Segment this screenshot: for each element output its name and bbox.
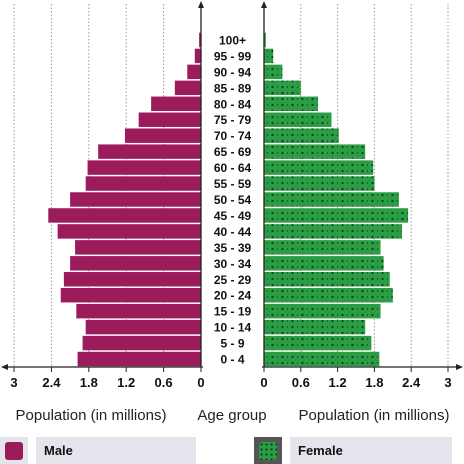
x-tick-label: 0.6 <box>292 375 310 390</box>
bar-male <box>174 80 201 96</box>
age-group-label: Age group <box>197 407 266 424</box>
bar-female <box>264 160 374 175</box>
bar-male <box>194 48 201 64</box>
age-group-tick-label: 45 - 49 <box>214 209 252 223</box>
x-tick-label: 1.8 <box>80 375 98 390</box>
x-tick-label: 1.8 <box>365 375 383 390</box>
bar-male <box>70 256 201 271</box>
bar-male <box>82 335 201 351</box>
age-group-tick-label: 75 - 79 <box>214 113 252 127</box>
bar-female <box>264 80 301 96</box>
bar-female <box>264 240 381 255</box>
bar-female <box>264 256 384 271</box>
age-group-tick-label: 10 - 14 <box>214 321 252 335</box>
bar-male <box>98 144 201 159</box>
bar-female <box>264 192 399 207</box>
legend-male: Male <box>0 437 196 464</box>
bar-male <box>48 208 202 223</box>
female-swatch-bg <box>254 437 282 464</box>
age-group-tick-label: 25 - 29 <box>214 273 252 287</box>
legend-female: Female <box>254 437 452 464</box>
age-group-tick-label: 80 - 84 <box>214 97 252 111</box>
bar-male <box>57 224 202 239</box>
x-tick-label: 0 <box>197 375 204 390</box>
x-tick-label: 0 <box>260 375 267 390</box>
x-tick-label: 2.4 <box>402 375 421 390</box>
bar-female <box>264 272 390 287</box>
x-tick-label: 2.4 <box>42 375 61 390</box>
age-group-tick-label: 5 - 9 <box>220 337 244 351</box>
age-group-tick-label: 30 - 34 <box>214 257 252 271</box>
female-swatch <box>259 441 277 460</box>
age-group-tick-label: 15 - 19 <box>214 305 252 319</box>
bar-male <box>124 128 201 143</box>
age-group-tick-label: 95 - 99 <box>214 49 252 63</box>
x-axis-female-arrow <box>456 364 463 370</box>
bar-female <box>264 287 393 303</box>
age-group-tick-label: 0 - 4 <box>220 353 244 367</box>
bar-female <box>264 208 409 223</box>
bar-male <box>77 351 201 367</box>
x-tick-label: 0.6 <box>155 375 173 390</box>
bar-male <box>75 240 201 255</box>
bar-female <box>264 144 366 159</box>
bar-female <box>264 319 366 335</box>
bar-male <box>138 112 201 127</box>
bar-female <box>264 48 274 64</box>
bar-male <box>70 192 201 207</box>
age-group-tick-label: 50 - 54 <box>214 193 252 207</box>
x-tick-label: 1.2 <box>117 375 135 390</box>
bar-male <box>187 64 201 80</box>
bar-male <box>87 160 201 175</box>
legend-label-female: Female <box>290 437 452 464</box>
bar-male <box>151 96 201 112</box>
legend-label-male: Male <box>36 437 196 464</box>
age-group-tick-label: 90 - 94 <box>214 65 252 79</box>
age-group-tick-label: 70 - 74 <box>214 129 252 143</box>
male-swatch <box>5 441 23 460</box>
age-group-tick-label: 65 - 69 <box>214 145 252 159</box>
x-axis-label-right: Population (in millions) <box>299 407 450 424</box>
bar-female <box>264 351 380 367</box>
x-axis-male-arrow <box>1 364 8 370</box>
bar-female <box>264 112 332 127</box>
age-group-tick-label: 40 - 44 <box>214 225 252 239</box>
age-group-tick-label: 85 - 89 <box>214 81 252 95</box>
bar-female <box>264 64 283 80</box>
bar-male <box>199 32 201 48</box>
x-tick-label: 1.2 <box>329 375 347 390</box>
age-group-tick-label: 35 - 39 <box>214 241 252 255</box>
x-tick-label: 3 <box>10 375 17 390</box>
bar-female <box>264 128 339 143</box>
bar-female <box>264 32 266 48</box>
y-axis-female-arrow <box>261 1 267 8</box>
age-group-tick-label: 55 - 59 <box>214 177 252 191</box>
bar-male <box>85 176 201 191</box>
bar-male <box>63 272 201 287</box>
age-group-tick-label: 60 - 64 <box>214 161 252 175</box>
x-tick-label: 3 <box>444 375 451 390</box>
male-swatch-bg <box>0 437 28 464</box>
y-axis-male-arrow <box>198 1 204 8</box>
age-group-tick-label: 100+ <box>219 33 246 47</box>
bar-female <box>264 303 381 319</box>
age-group-tick-label: 20 - 24 <box>214 289 252 303</box>
bar-male <box>76 303 201 319</box>
bar-female <box>264 176 375 191</box>
x-axis-label-left: Population (in millions) <box>16 407 167 424</box>
bar-male <box>85 319 201 335</box>
bar-male <box>60 287 201 303</box>
bar-female <box>264 96 318 112</box>
bar-female <box>264 224 402 239</box>
bar-female <box>264 335 372 351</box>
